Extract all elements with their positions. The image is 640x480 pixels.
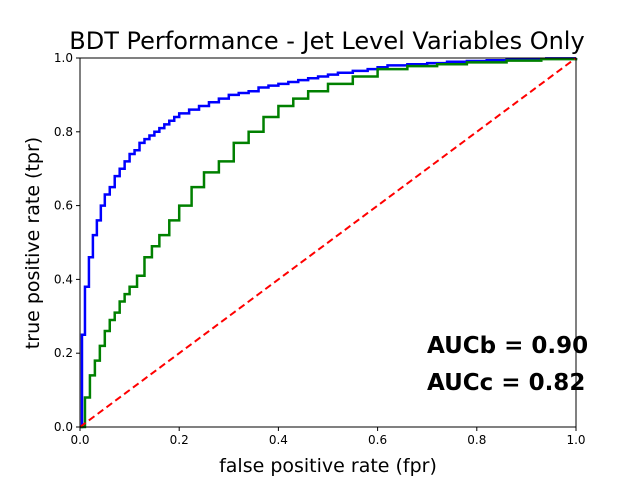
x-tick-label-5: 1.0 <box>566 433 585 447</box>
y-tick-label-1: 0.2 <box>54 346 73 360</box>
x-tick-label-3: 0.6 <box>368 433 387 447</box>
chance-diagonal <box>79 57 577 428</box>
x-tick-label-0: 0.0 <box>70 433 89 447</box>
plot-frame <box>79 57 577 428</box>
ticks-layer: 0.0 0.2 0.4 0.6 0.8 1.0 0.0 0.2 0.4 0.6 0.8 1.0 <box>54 51 586 447</box>
y-tick-label-3: 0.6 <box>54 199 73 213</box>
x-axis-label: false positive rate (fpr) <box>219 455 437 477</box>
x-tick-label-1: 0.2 <box>170 433 189 447</box>
roc-curve-c <box>80 57 578 429</box>
y-tick-label-2: 0.4 <box>54 272 73 286</box>
x-tick-label-2: 0.4 <box>269 433 288 447</box>
y-tick-label-4: 0.8 <box>54 125 73 139</box>
y-tick-label-0: 0.0 <box>54 420 73 434</box>
x-tick-label-4: 0.8 <box>467 433 486 447</box>
series-layer <box>79 57 578 429</box>
y-tick-label-5: 1.0 <box>54 51 73 65</box>
y-axis-label: true positive rate (tpr) <box>22 137 44 349</box>
auc-c-annotation: AUCc = 0.82 <box>427 370 585 396</box>
auc-b-annotation: AUCb = 0.90 <box>427 333 588 359</box>
chart-title: BDT Performance - Jet Level Variables On… <box>69 27 584 55</box>
